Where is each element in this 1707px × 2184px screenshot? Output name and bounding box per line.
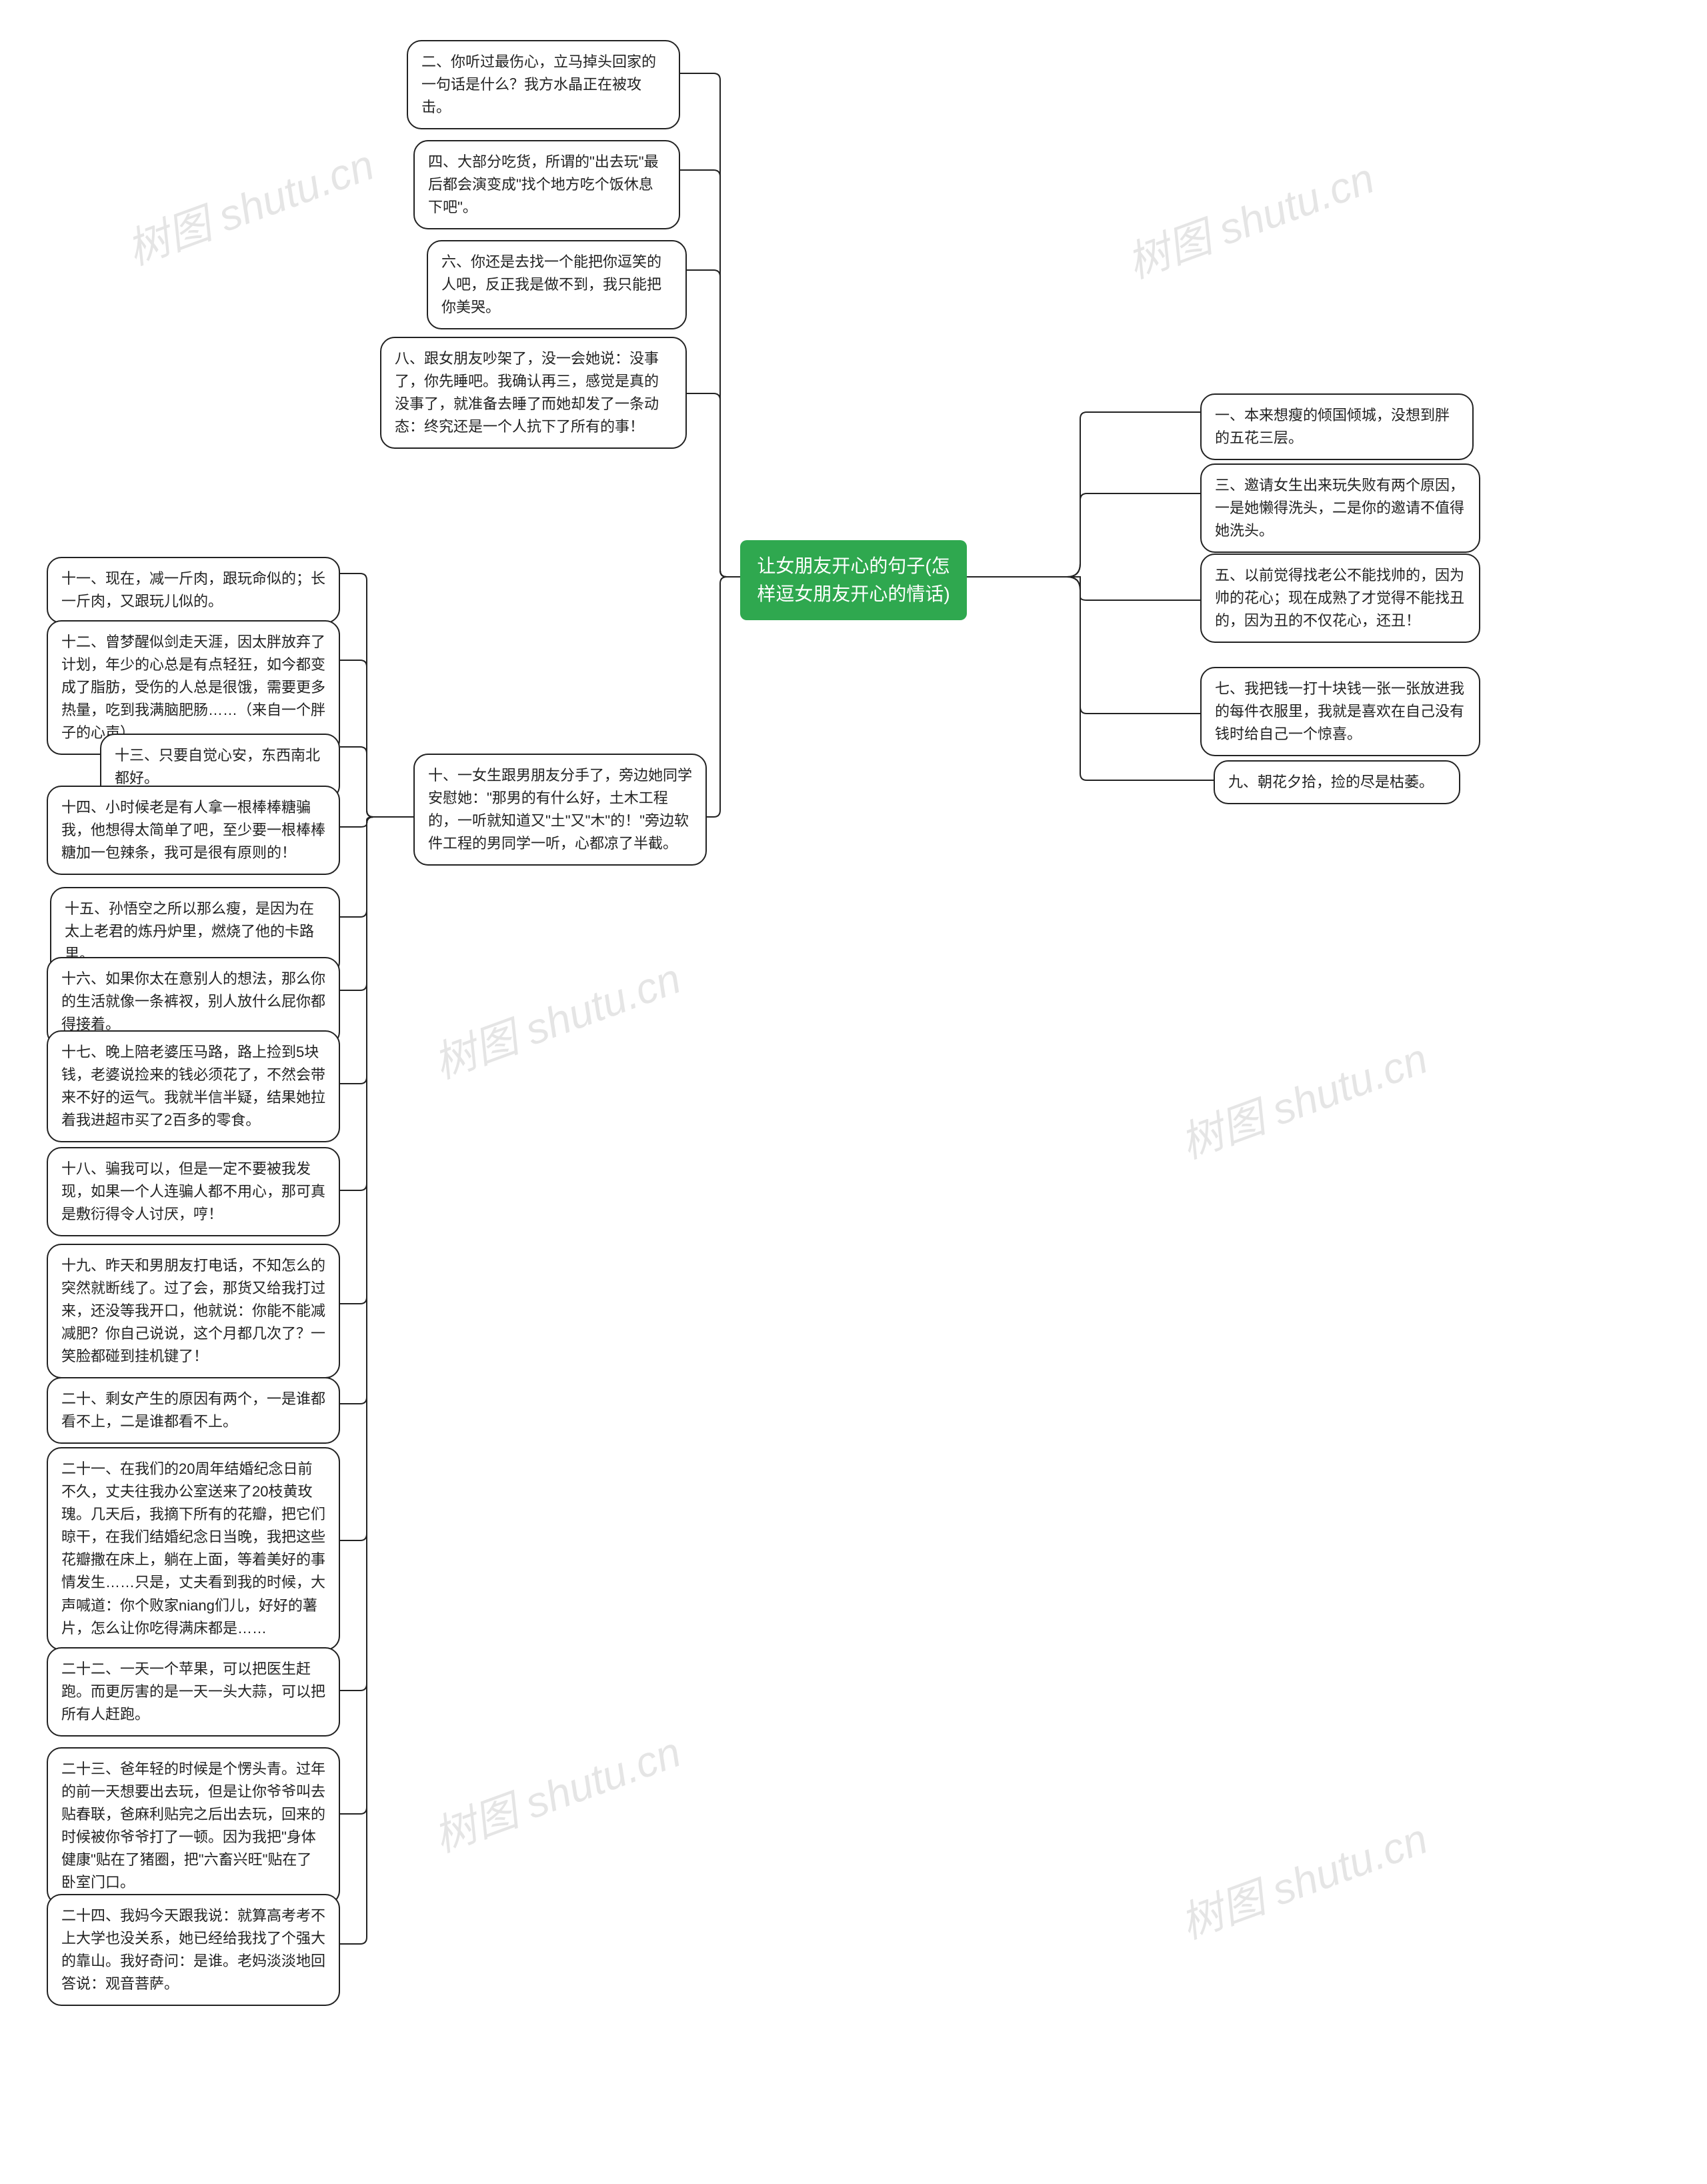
bottom-node-b10[interactable]: 十、一女生跟男朋友分手了，旁边她同学安慰她："那男的有什么好，土木工程的，一听就…	[413, 754, 707, 866]
left-node-l24[interactable]: 二十四、我妈今天跟我说：就算高考考不上大学也没关系，她已经给我找了个强大的靠山。…	[47, 1894, 340, 2006]
top-node-t4-label: 四、大部分吃货，所谓的"出去玩"最后都会演变成"找个地方吃个饭休息下吧"。	[428, 153, 659, 215]
connector	[707, 577, 740, 817]
connector	[340, 817, 413, 917]
right-node-r7-label: 七、我把钱一打十块钱一张一张放进我的每件衣服里，我就是喜欢在自己没有钱时给自己一…	[1215, 680, 1464, 742]
center-node[interactable]: 让女朋友开心的句子(怎样逗女朋友开心的情话)	[740, 540, 967, 620]
connector	[340, 817, 413, 827]
right-node-r9-label: 九、朝花夕拾，捡的尽是枯萎。	[1228, 774, 1434, 790]
left-node-l14[interactable]: 十四、小时候老是有人拿一根棒棒糖骗我，他想得太简单了吧，至少要一根棒棒糖加一包辣…	[47, 786, 340, 875]
left-node-l14-label: 十四、小时候老是有人拿一根棒棒糖骗我，他想得太简单了吧，至少要一根棒棒糖加一包辣…	[61, 799, 325, 861]
left-node-l17-label: 十七、晚上陪老婆压马路，路上捡到5块钱，老婆说捡来的钱必须花了，不然会带来不好的…	[61, 1044, 325, 1128]
watermark: 树图 shutu.cn	[424, 944, 688, 1090]
connector	[340, 817, 413, 1540]
left-node-l19[interactable]: 十九、昨天和男朋友打电话，不知怎么的突然就断线了。过了会，那货又给我打过来，还没…	[47, 1244, 340, 1378]
watermark: 树图 shutu.cn	[117, 131, 381, 277]
connector	[687, 270, 740, 577]
connector	[967, 577, 1214, 780]
left-node-l13-label: 十三、只要自觉心安，东西南北都好。	[115, 747, 320, 786]
connector	[340, 817, 413, 1691]
left-node-l18[interactable]: 十八、骗我可以，但是一定不要被我发现，如果一个人连骗人都不用心，那可真是敷衍得令…	[47, 1147, 340, 1236]
watermark: 树图 shutu.cn	[1118, 144, 1382, 290]
left-node-l22[interactable]: 二十二、一天一个苹果，可以把医生赶跑。而更厉害的是一天一头大蒜，可以把所有人赶跑…	[47, 1647, 340, 1737]
left-node-l19-label: 十九、昨天和男朋友打电话，不知怎么的突然就断线了。过了会，那货又给我打过来，还没…	[61, 1257, 325, 1364]
right-node-r3-label: 三、邀请女生出来玩失败有两个原因，一是她懒得洗头，二是你的邀请不值得她洗头。	[1215, 477, 1464, 539]
left-node-l20[interactable]: 二十、剩女产生的原因有两个，一是谁都看不上，二是谁都看不上。	[47, 1377, 340, 1444]
connector	[340, 817, 413, 1814]
right-node-r9[interactable]: 九、朝花夕拾，捡的尽是枯萎。	[1214, 760, 1460, 804]
connector	[340, 574, 413, 817]
left-node-l20-label: 二十、剩女产生的原因有两个，一是谁都看不上，二是谁都看不上。	[61, 1390, 325, 1430]
center-node-label: 让女朋友开心的句子(怎样逗女朋友开心的情话)	[757, 556, 950, 604]
connector	[340, 660, 413, 817]
connector	[340, 817, 413, 1084]
right-node-r3[interactable]: 三、邀请女生出来玩失败有两个原因，一是她懒得洗头，二是你的邀请不值得她洗头。	[1200, 463, 1480, 553]
left-node-l21[interactable]: 二十一、在我们的20周年结婚纪念日前不久，丈夫往我办公室送来了20枝黄玫瑰。几天…	[47, 1447, 340, 1651]
bottom-node-b10-label: 十、一女生跟男朋友分手了，旁边她同学安慰她："那男的有什么好，土木工程的，一听就…	[428, 767, 692, 852]
connector	[680, 170, 740, 577]
connector	[340, 817, 413, 990]
left-node-l23[interactable]: 二十三、爸年轻的时候是个愣头青。过年的前一天想要出去玩，但是让你爷爷叫去贴春联，…	[47, 1747, 340, 1905]
top-node-t8[interactable]: 八、跟女朋友吵架了，没一会她说：没事了，你先睡吧。我确认再三，感觉是真的没事了，…	[380, 337, 687, 449]
left-node-l11[interactable]: 十一、现在，减一斤肉，跟玩命似的；长一斤肉，又跟玩儿似的。	[47, 557, 340, 624]
left-node-l21-label: 二十一、在我们的20周年结婚纪念日前不久，丈夫往我办公室送来了20枝黄玫瑰。几天…	[61, 1460, 325, 1636]
left-node-l17[interactable]: 十七、晚上陪老婆压马路，路上捡到5块钱，老婆说捡来的钱必须花了，不然会带来不好的…	[47, 1030, 340, 1142]
mindmap-canvas: 让女朋友开心的句子(怎样逗女朋友开心的情话) 一、本来想瘦的倾国倾城，没想到胖的…	[0, 0, 1707, 2184]
top-node-t4[interactable]: 四、大部分吃货，所谓的"出去玩"最后都会演变成"找个地方吃个饭休息下吧"。	[413, 140, 680, 229]
top-node-t2[interactable]: 二、你听过最伤心，立马掉头回家的一句话是什么？我方水晶正在被攻击。	[407, 40, 680, 129]
right-node-r5[interactable]: 五、以前觉得找老公不能找帅的，因为帅的花心；现在成熟了才觉得不能找丑的，因为丑的…	[1200, 554, 1480, 643]
top-node-t8-label: 八、跟女朋友吵架了，没一会她说：没事了，你先睡吧。我确认再三，感觉是真的没事了，…	[395, 350, 659, 435]
watermark: 树图 shutu.cn	[1171, 1024, 1435, 1170]
right-node-r1-label: 一、本来想瘦的倾国倾城，没想到胖的五花三层。	[1215, 407, 1450, 446]
connector	[967, 577, 1200, 600]
connector	[340, 817, 413, 1304]
connector	[340, 747, 413, 817]
watermark: 树图 shutu.cn	[1171, 1805, 1435, 1951]
connector	[967, 412, 1200, 577]
left-node-l12-label: 十二、曾梦醒似剑走天涯，因太胖放弃了计划，年少的心总是有点轻狂，如今都变成了脂肪…	[61, 634, 325, 741]
top-node-t6-label: 六、你还是去找一个能把你逗笑的人吧，反正我是做不到，我只能把你美哭。	[441, 253, 661, 315]
top-node-t2-label: 二、你听过最伤心，立马掉头回家的一句话是什么？我方水晶正在被攻击。	[421, 53, 656, 115]
left-node-l22-label: 二十二、一天一个苹果，可以把医生赶跑。而更厉害的是一天一头大蒜，可以把所有人赶跑…	[61, 1661, 325, 1723]
connector	[340, 817, 413, 1404]
left-node-l15-label: 十五、孙悟空之所以那么瘦，是因为在太上老君的炼丹炉里，燃烧了他的卡路里。	[65, 900, 314, 962]
connector	[680, 73, 740, 577]
connector	[340, 817, 413, 1944]
left-node-l16-label: 十六、如果你太在意别人的想法，那么你的生活就像一条裤衩，别人放什么屁你都得接着。	[61, 970, 325, 1032]
left-node-l24-label: 二十四、我妈今天跟我说：就算高考考不上大学也没关系，她已经给我找了个强大的靠山。…	[61, 1907, 325, 1992]
left-node-l23-label: 二十三、爸年轻的时候是个愣头青。过年的前一天想要出去玩，但是让你爷爷叫去贴春联，…	[61, 1761, 325, 1891]
top-node-t6[interactable]: 六、你还是去找一个能把你逗笑的人吧，反正我是做不到，我只能把你美哭。	[427, 240, 687, 329]
connector	[687, 393, 740, 577]
watermark: 树图 shutu.cn	[424, 1718, 688, 1864]
connector	[967, 577, 1200, 714]
right-node-r1[interactable]: 一、本来想瘦的倾国倾城，没想到胖的五花三层。	[1200, 393, 1474, 460]
left-node-l11-label: 十一、现在，减一斤肉，跟玩命似的；长一斤肉，又跟玩儿似的。	[61, 570, 325, 610]
connector	[340, 817, 413, 1190]
left-node-l18-label: 十八、骗我可以，但是一定不要被我发现，如果一个人连骗人都不用心，那可真是敷衍得令…	[61, 1160, 325, 1222]
right-node-r5-label: 五、以前觉得找老公不能找帅的，因为帅的花心；现在成熟了才觉得不能找丑的，因为丑的…	[1215, 567, 1464, 629]
right-node-r7[interactable]: 七、我把钱一打十块钱一张一张放进我的每件衣服里，我就是喜欢在自己没有钱时给自己一…	[1200, 667, 1480, 756]
connector	[967, 493, 1200, 577]
